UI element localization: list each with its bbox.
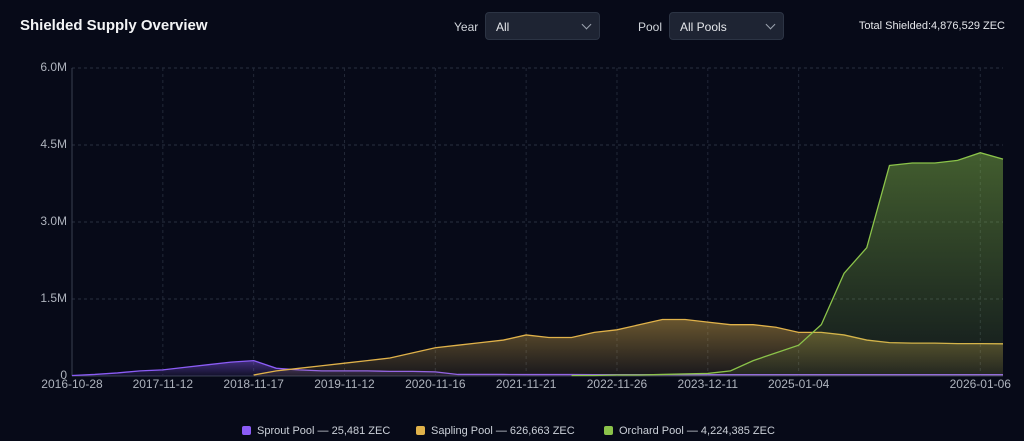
year-select[interactable]: All <box>485 12 600 40</box>
year-value: All <box>496 20 510 34</box>
y-tick-label: 0 <box>60 368 67 382</box>
pool-label: Pool <box>638 20 663 34</box>
pool-value: All Pools <box>680 20 727 34</box>
x-tick-label: 2018-11-17 <box>223 377 284 391</box>
legend-label: Orchard Pool — 4,224,385 ZEC <box>619 425 775 437</box>
x-tick-label: 2022-11-26 <box>587 377 648 391</box>
pool-select[interactable]: All Pools <box>669 12 784 40</box>
area-fill <box>571 152 1003 376</box>
series-line <box>571 152 1004 377</box>
legend-label: Sapling Pool — 626,663 ZEC <box>431 425 575 437</box>
year-label: Year <box>454 20 479 34</box>
x-tick-label: 2025-01-04 <box>768 377 830 391</box>
legend-swatch <box>416 426 425 435</box>
x-tick-label: 2026-01-06 <box>950 377 1012 391</box>
x-tick-label: 2023-12-11 <box>678 377 739 391</box>
x-tick-label: 2016-10-28 <box>41 377 103 391</box>
legend-swatch <box>242 426 251 435</box>
title: Shielded Supply Overview <box>20 17 208 34</box>
y-tick-label: 3.0M <box>40 214 67 228</box>
y-tick-label: 1.5M <box>40 291 67 305</box>
legend-label: Sprout Pool — 25,481 ZEC <box>257 425 390 437</box>
x-tick-label: 2021-11-21 <box>496 377 557 391</box>
total-shielded: Total Shielded:4,876,529 ZEC <box>858 20 1005 32</box>
y-tick-label: 6.0M <box>40 60 67 74</box>
x-tick-label: 2017-11-12 <box>133 377 194 391</box>
x-tick-label: 2020-11-16 <box>405 377 466 391</box>
y-tick-label: 4.5M <box>40 137 67 151</box>
x-tick-label: 2019-11-12 <box>314 377 375 391</box>
legend-swatch <box>604 426 613 435</box>
